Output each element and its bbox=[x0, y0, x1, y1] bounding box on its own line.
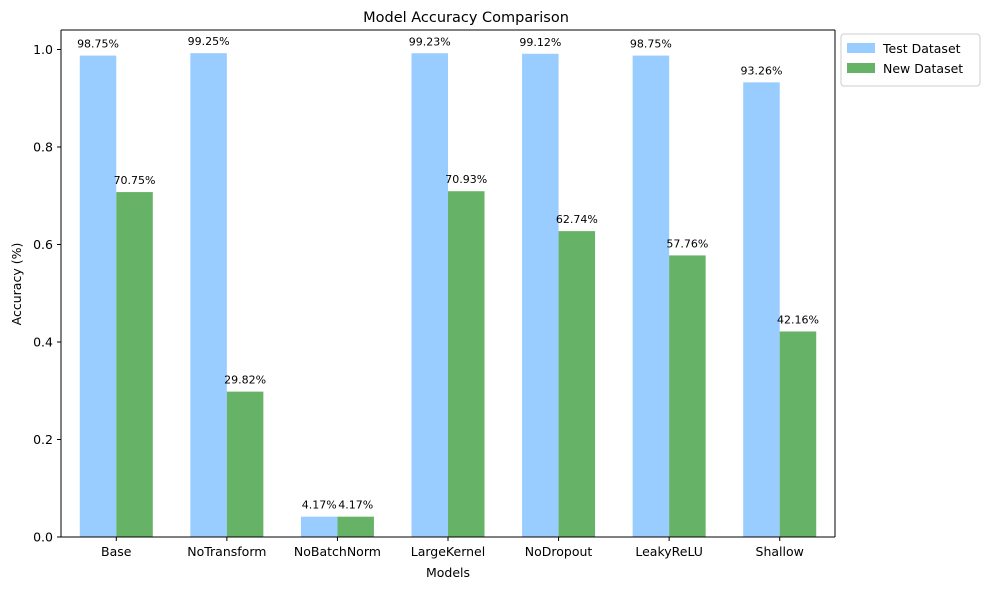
data-label: 98.75% bbox=[77, 38, 119, 51]
x-tick-label: NoBatchNorm bbox=[294, 544, 381, 559]
bar-test-nobatchnorm bbox=[300, 516, 338, 537]
data-label: 4.17% bbox=[338, 499, 373, 512]
y-tick-label: 0.8 bbox=[33, 140, 53, 155]
data-label: 70.93% bbox=[445, 173, 487, 186]
plot-area: 98.75% 99.25% 4.17% 99.23% 99.12% 98.75% 93.26… bbox=[33, 29, 836, 559]
legend-label-test: Test Dataset bbox=[882, 41, 961, 56]
bar-new-notransform bbox=[226, 391, 264, 537]
x-tick-label: LargeKernel bbox=[411, 544, 485, 559]
bar-test-base bbox=[79, 55, 117, 538]
x-tick-label: NoTransform bbox=[187, 544, 266, 559]
bar-test-shallow bbox=[743, 82, 780, 538]
x-tick-label: Shallow bbox=[756, 544, 804, 559]
bar-new-leakyrelu bbox=[669, 255, 706, 538]
data-label: 93.26% bbox=[740, 64, 782, 77]
x-tick-label: Base bbox=[101, 544, 132, 559]
bar-new-shallow bbox=[779, 331, 817, 537]
data-label: 98.75% bbox=[630, 38, 672, 51]
y-tick-label: 0.2 bbox=[33, 432, 53, 447]
legend: Test Dataset New Dataset bbox=[840, 33, 981, 87]
data-label: 99.23% bbox=[409, 35, 451, 48]
legend-label-new: New Dataset bbox=[883, 61, 963, 76]
bar-test-notransform bbox=[190, 53, 227, 537]
bar-new-nobatchnorm bbox=[337, 516, 374, 537]
data-label: 57.76% bbox=[666, 237, 708, 250]
x-tick-label: LeakyReLU bbox=[635, 544, 703, 559]
legend-box bbox=[840, 33, 981, 87]
legend-swatch-new bbox=[847, 63, 875, 73]
data-label: 4.17% bbox=[302, 499, 337, 512]
series-test-dataset: 98.75% 99.25% 4.17% 99.23% 99.12% 98.75% 93.26… bbox=[77, 35, 782, 538]
chart-title: Model Accuracy Comparison bbox=[363, 10, 569, 26]
y-tick-label: 0.6 bbox=[33, 237, 53, 252]
bar-new-largekernel bbox=[448, 191, 485, 537]
y-tick-label: 0.0 bbox=[33, 530, 53, 545]
x-tick-label: NoDropout bbox=[525, 544, 593, 559]
data-label: 42.16% bbox=[777, 313, 819, 326]
data-label: 99.12% bbox=[519, 36, 561, 49]
x-axis-label: Models bbox=[426, 565, 470, 580]
data-label: 70.75% bbox=[114, 174, 156, 187]
y-axis-label: Accuracy (%) bbox=[9, 243, 24, 326]
y-tick-label: 0.4 bbox=[33, 335, 53, 350]
bar-test-leakyrelu bbox=[632, 55, 670, 538]
bar-test-nodropout bbox=[522, 53, 559, 537]
data-label: 99.25% bbox=[188, 35, 230, 48]
y-tick-label: 1.0 bbox=[33, 42, 53, 57]
series-new-dataset: 70.75% 29.82% 4.17% 70.93% 62.74% 57.76% 42.16… bbox=[114, 173, 819, 538]
bar-test-largekernel bbox=[411, 53, 448, 537]
data-label: 62.74% bbox=[556, 213, 598, 226]
bar-new-base bbox=[116, 192, 153, 537]
bar-new-nodropout bbox=[558, 231, 596, 537]
legend-swatch-test bbox=[847, 43, 875, 53]
data-label: 29.82% bbox=[224, 374, 266, 387]
